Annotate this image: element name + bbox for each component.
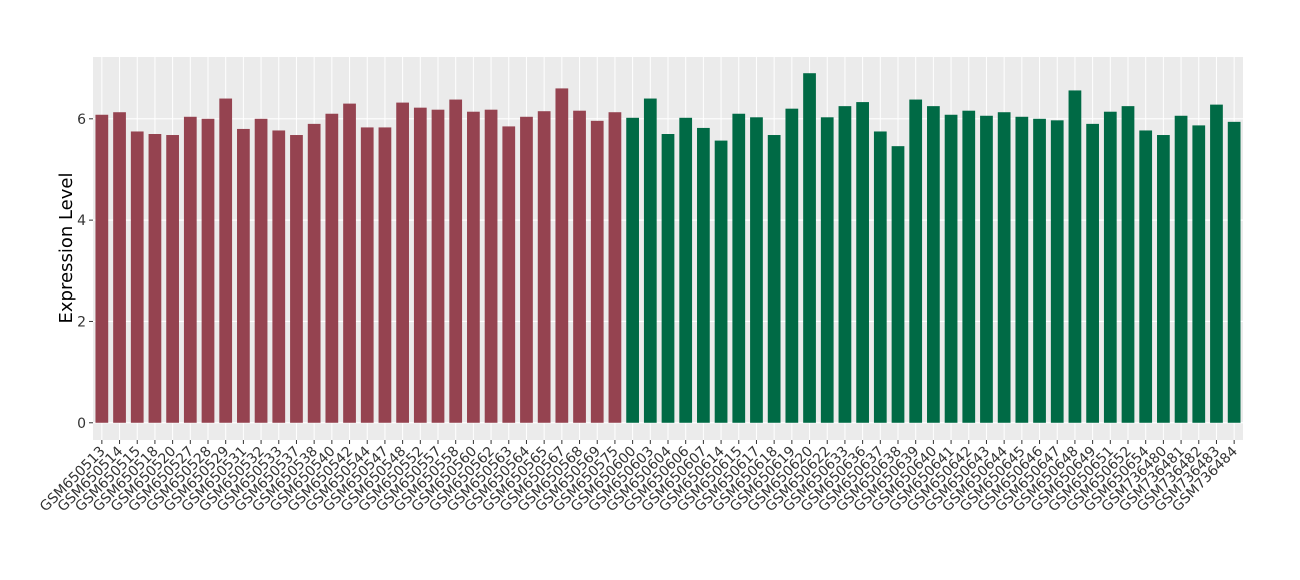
bar — [1174, 115, 1188, 423]
y-axis-label: Expression Level — [56, 173, 77, 324]
bar — [148, 134, 162, 423]
y-tick-label: 6 — [77, 112, 86, 128]
bar — [873, 131, 887, 423]
y-tick-label: 0 — [77, 416, 86, 432]
bar — [927, 106, 940, 423]
bar — [661, 134, 675, 423]
bar — [1103, 111, 1117, 423]
bar — [643, 98, 657, 423]
bar — [1139, 130, 1153, 423]
bar — [237, 128, 250, 423]
bar — [378, 127, 392, 423]
bar — [555, 88, 569, 423]
bar — [537, 111, 551, 423]
bar — [962, 110, 976, 423]
bar — [502, 126, 516, 423]
bar — [95, 114, 109, 423]
bar — [608, 112, 622, 423]
bar — [183, 116, 197, 423]
bar — [467, 111, 480, 423]
bar — [997, 112, 1011, 423]
bar — [219, 98, 233, 423]
bar — [360, 127, 374, 423]
bar — [909, 99, 923, 423]
bar — [891, 146, 905, 423]
bar — [767, 135, 781, 423]
bar — [325, 113, 339, 423]
bar — [750, 117, 763, 423]
bar — [272, 130, 286, 423]
bar — [343, 103, 356, 423]
bar — [1015, 116, 1029, 423]
bar — [431, 109, 445, 423]
bar — [1192, 125, 1206, 423]
bar — [856, 102, 869, 423]
bar — [820, 117, 834, 423]
bar — [980, 115, 993, 423]
bar — [732, 113, 746, 423]
bar — [1050, 120, 1064, 423]
bar — [626, 117, 639, 423]
bar — [254, 118, 268, 423]
bar — [714, 140, 728, 423]
bar — [838, 106, 852, 423]
bar — [484, 109, 498, 423]
bar — [130, 131, 144, 423]
bar — [1121, 106, 1135, 423]
bar — [113, 112, 126, 423]
bar — [413, 107, 427, 423]
bar — [396, 102, 409, 423]
y-tick-label: 2 — [77, 314, 86, 330]
bar — [307, 123, 321, 423]
bar — [1033, 118, 1046, 423]
bar — [697, 127, 710, 423]
bar — [944, 114, 958, 423]
bar — [679, 117, 693, 423]
y-tick-label: 4 — [77, 213, 86, 229]
bar — [1157, 135, 1170, 423]
bar — [520, 116, 533, 423]
bar — [166, 135, 179, 423]
bar — [1227, 121, 1241, 423]
bar — [803, 73, 816, 423]
bar — [1210, 104, 1223, 423]
bar — [785, 108, 799, 423]
bar — [290, 135, 303, 423]
bar — [1068, 90, 1082, 423]
bar — [590, 120, 604, 423]
bar — [1086, 123, 1099, 423]
bar — [449, 99, 463, 423]
bar — [201, 118, 215, 423]
bar — [573, 110, 586, 423]
